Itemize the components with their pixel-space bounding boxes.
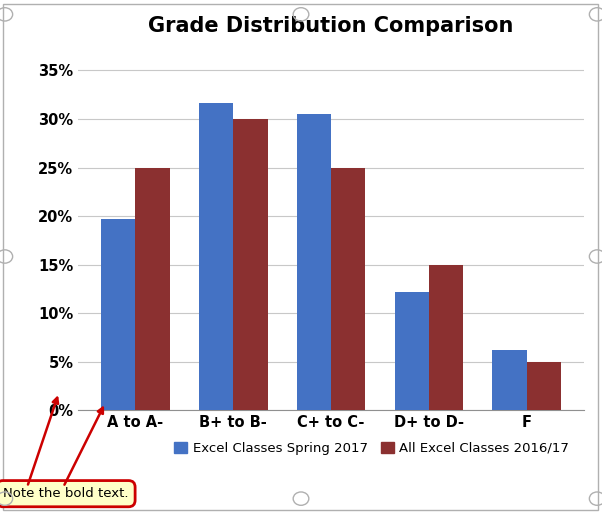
Text: Note the bold text.: Note the bold text. [3,487,128,500]
Bar [297,114,331,410]
Legend: Excel Classes Spring 2017, All Excel Classes 2016/17: Excel Classes Spring 2017, All Excel Cla… [169,437,574,460]
Bar [135,168,170,410]
Bar [492,350,527,410]
Bar [429,265,463,410]
Title: Grade Distribution Comparison: Grade Distribution Comparison [149,16,514,36]
Bar [234,119,267,410]
Bar [199,103,234,410]
Bar [527,362,561,410]
Bar [395,292,429,410]
Bar [331,168,365,410]
Bar [101,219,135,410]
